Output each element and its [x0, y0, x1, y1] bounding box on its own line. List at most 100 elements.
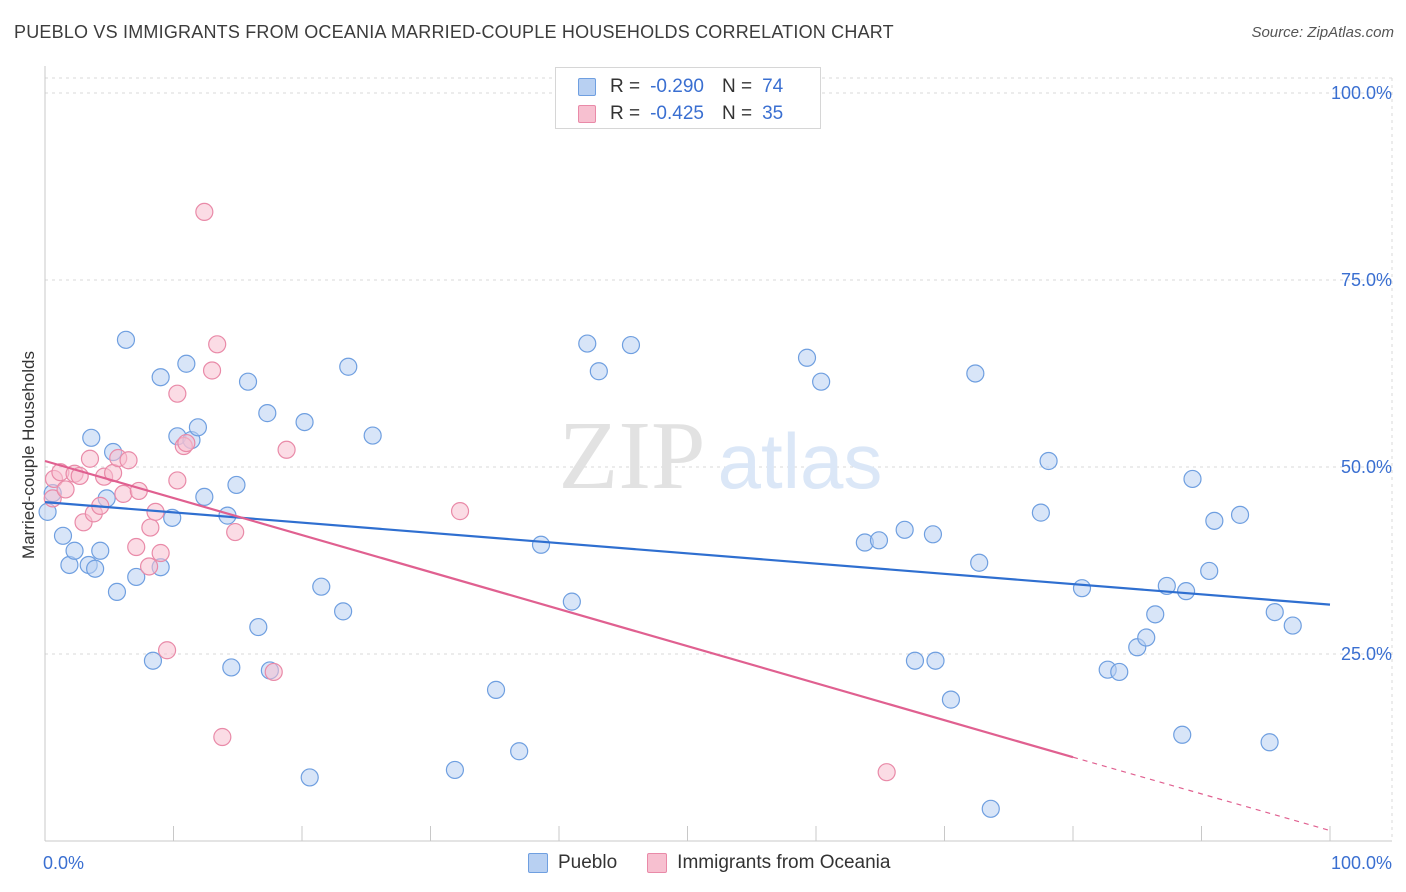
oceania-point	[177, 433, 196, 453]
x-tick-label-min: 0.0%	[43, 853, 84, 873]
r-value: -0.425	[650, 103, 704, 124]
oceania-point	[119, 451, 138, 470]
r-value: -0.290	[650, 76, 704, 97]
n-label: N =	[721, 76, 753, 97]
pueblo-point	[926, 651, 945, 670]
y-tick-label: 50.0%	[1341, 457, 1392, 477]
pueblo-point	[238, 372, 258, 391]
pueblo-point	[1039, 451, 1058, 471]
pueblo-point	[339, 357, 358, 376]
oceania-point	[129, 481, 148, 501]
pueblo-point	[1283, 616, 1302, 635]
legend-label-pueblo: Pueblo	[558, 852, 618, 873]
oceania-point	[168, 384, 187, 403]
n-value: 74	[762, 76, 784, 97]
oceania-point	[277, 440, 296, 459]
watermark-zip: ZIP	[559, 402, 706, 510]
r-label: R =	[610, 103, 641, 124]
pueblo-point	[1205, 511, 1224, 530]
pueblo-point	[531, 535, 551, 554]
pueblo-point	[300, 768, 319, 787]
oceania-point	[151, 543, 170, 563]
x-tick-label-max: 100.0%	[1331, 853, 1392, 873]
y-tick-label: 100.0%	[1331, 83, 1392, 103]
watermark-atlas: atlas	[718, 417, 883, 505]
oceania-point	[208, 335, 227, 354]
pueblo-point	[295, 412, 314, 432]
pueblo-point	[1031, 503, 1050, 522]
pueblo-point	[1173, 725, 1192, 744]
stats-row-oceania: R = -0.425 N = 35	[578, 101, 783, 127]
pueblo-point	[1230, 505, 1250, 524]
pueblo-point	[970, 553, 989, 572]
oceania-point	[114, 484, 133, 504]
pueblo-point	[249, 617, 268, 637]
pueblo-point	[797, 348, 817, 367]
pueblo-point	[923, 525, 943, 544]
oceania-point	[202, 361, 222, 380]
oceania-point	[195, 202, 214, 221]
oceania-point	[877, 763, 896, 782]
pueblo-point	[578, 334, 597, 353]
pueblo-point	[116, 330, 136, 349]
pueblo-point	[91, 541, 110, 560]
pueblo-point	[363, 426, 382, 445]
pueblo-point	[151, 368, 170, 387]
pueblo-point	[1260, 733, 1279, 752]
chart-legend: Pueblo Immigrants from Oceania	[528, 852, 920, 874]
watermark: ZIP atlas	[559, 402, 883, 510]
pueblo-point	[1200, 561, 1219, 581]
pueblo-point	[981, 799, 1000, 818]
legend-label-oceania: Immigrants from Oceania	[677, 852, 891, 873]
pueblo-point	[188, 418, 208, 437]
pueblo-point	[222, 658, 241, 677]
pueblo-point	[621, 335, 641, 355]
oceania-trend-line	[44, 459, 1074, 759]
pueblo-point	[966, 364, 985, 383]
oceania-point	[450, 502, 470, 521]
legend-item-oceania[interactable]: Immigrants from Oceania	[647, 852, 890, 874]
oceania-point	[127, 537, 146, 557]
pueblo-point	[53, 526, 73, 545]
stats-box: R = -0.290 N = 74 R = -0.425 N = 35	[555, 67, 821, 129]
oceania-legend-swatch	[647, 853, 668, 873]
pueblo-point	[510, 742, 529, 761]
pueblo-point	[177, 354, 196, 373]
pueblo-point	[1072, 579, 1092, 598]
oceania-point	[213, 727, 232, 747]
oceania-point	[56, 480, 75, 499]
source-label: Source: ZipAtlas.com	[1251, 24, 1394, 41]
pueblo-point	[895, 520, 914, 539]
pueblo-point	[82, 428, 101, 447]
pueblo-point	[334, 602, 353, 621]
pueblo-point	[1137, 628, 1156, 647]
tick-labels: 25.0% 50.0% 75.0% 100.0% 0.0% 100.0%	[43, 83, 1392, 873]
pueblo-point	[486, 680, 506, 699]
oceania-point	[139, 557, 159, 576]
pueblo-point	[127, 567, 146, 587]
y-tick-label: 25.0%	[1341, 644, 1392, 664]
pueblo-point	[941, 690, 961, 709]
pueblo-point	[445, 760, 465, 780]
oceania-point	[168, 471, 187, 490]
pueblo-point	[65, 541, 84, 560]
pueblo-legend-swatch	[528, 853, 548, 873]
pueblo-point	[905, 651, 925, 670]
pueblo-trend-line	[44, 501, 1331, 606]
trend-lines	[44, 459, 1331, 832]
y-tick-label: 75.0%	[1341, 270, 1392, 290]
pueblo-point	[812, 372, 831, 391]
pueblo-point	[1265, 602, 1284, 622]
oceania-point	[157, 641, 177, 660]
chart-title: PUEBLO VS IMMIGRANTS FROM OCEANIA MARRIE…	[14, 22, 894, 42]
pueblo-point	[562, 592, 581, 611]
legend-item-pueblo[interactable]: Pueblo	[528, 852, 617, 874]
oceania-point	[141, 518, 160, 537]
oceania-point	[80, 449, 100, 468]
axes	[44, 66, 1392, 842]
pueblo-point	[107, 582, 127, 602]
pueblo-point	[1110, 662, 1129, 682]
pueblo-point	[143, 651, 163, 670]
pueblo-point	[312, 577, 331, 596]
